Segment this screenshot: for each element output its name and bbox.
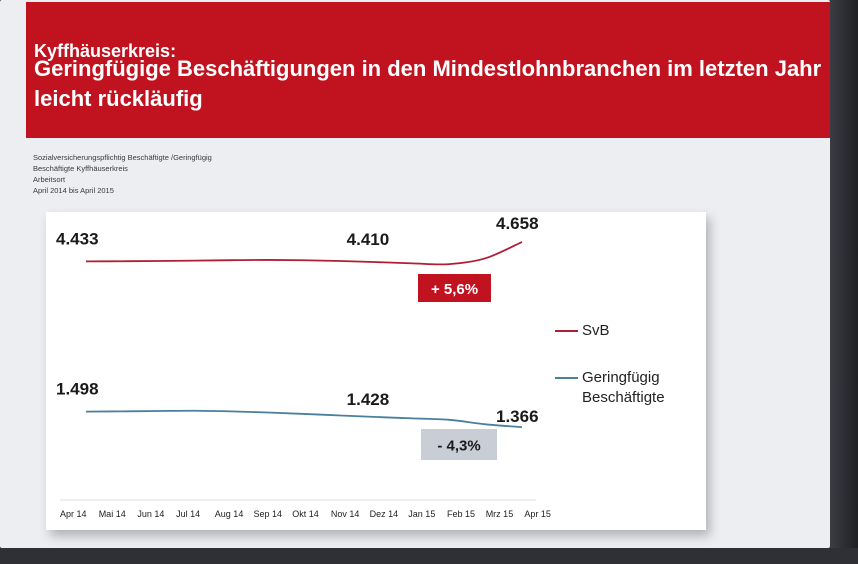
data-label: 1.366 (496, 407, 539, 426)
x-tick-label: Sep 14 (254, 509, 283, 519)
data-label: 1.498 (56, 380, 99, 399)
source-line: Beschäftigte Kyffhäuserkreis (33, 164, 128, 173)
chart-panel: 4.433 4.410 4.658 + 5,6% 1.498 1.428 1.366 - 4,… (46, 212, 706, 530)
source-line: Arbeitsort (33, 175, 66, 184)
x-tick-label: Feb 15 (447, 509, 475, 519)
legend-label: Beschäftigte (582, 389, 665, 406)
slide: Kyffhäuserkreis: Geringfügige Beschäftig… (0, 0, 836, 548)
screen-edge-right (830, 0, 858, 564)
x-tick-label: Mai 14 (99, 509, 126, 519)
x-tick-label: Apr 14 (60, 509, 87, 519)
x-tick-label: Mrz 15 (486, 509, 514, 519)
x-tick-label: Jan 15 (408, 509, 435, 519)
x-tick-label: Apr 15 (524, 509, 551, 519)
slide-header: Kyffhäuserkreis: Geringfügige Beschäftig… (26, 2, 836, 138)
x-tick-label: Dez 14 (370, 509, 399, 519)
source-line: April 2014 bis April 2015 (33, 186, 114, 195)
change-badge (418, 274, 491, 302)
x-tick-label: Aug 14 (215, 509, 244, 519)
series-line-svb (85, 241, 523, 266)
data-label: 4.658 (496, 214, 539, 233)
screen-edge-bottom (0, 548, 858, 564)
series-line-geringfuegig (85, 409, 523, 429)
x-tick-label: Okt 14 (292, 509, 319, 519)
x-tick-label: Jul 14 (176, 509, 200, 519)
x-tick-label: Jun 14 (137, 509, 164, 519)
line-chart: 4.433 4.410 4.658 + 5,6% 1.498 1.428 1.366 - 4,… (56, 214, 665, 519)
legend-label: SvB (582, 322, 610, 339)
header-pretitle: Kyffhäuserkreis: (34, 41, 177, 61)
source-line: Sozialversicherungspflichtig Beschäftigt… (33, 153, 212, 162)
x-tick-label: Nov 14 (331, 509, 360, 519)
header-title: Geringfügige Beschäftigungen in den Mind… (34, 56, 822, 111)
change-label: + 5,6% (431, 281, 478, 298)
data-label: 4.433 (56, 229, 99, 248)
change-label: - 4,3% (437, 438, 480, 455)
data-label: 4.410 (347, 230, 390, 249)
legend-label: Geringfügig (582, 369, 660, 386)
data-label: 1.428 (347, 390, 390, 409)
source-note: Sozialversicherungspflichtig Beschäftigt… (33, 152, 212, 196)
change-badge (421, 429, 497, 460)
